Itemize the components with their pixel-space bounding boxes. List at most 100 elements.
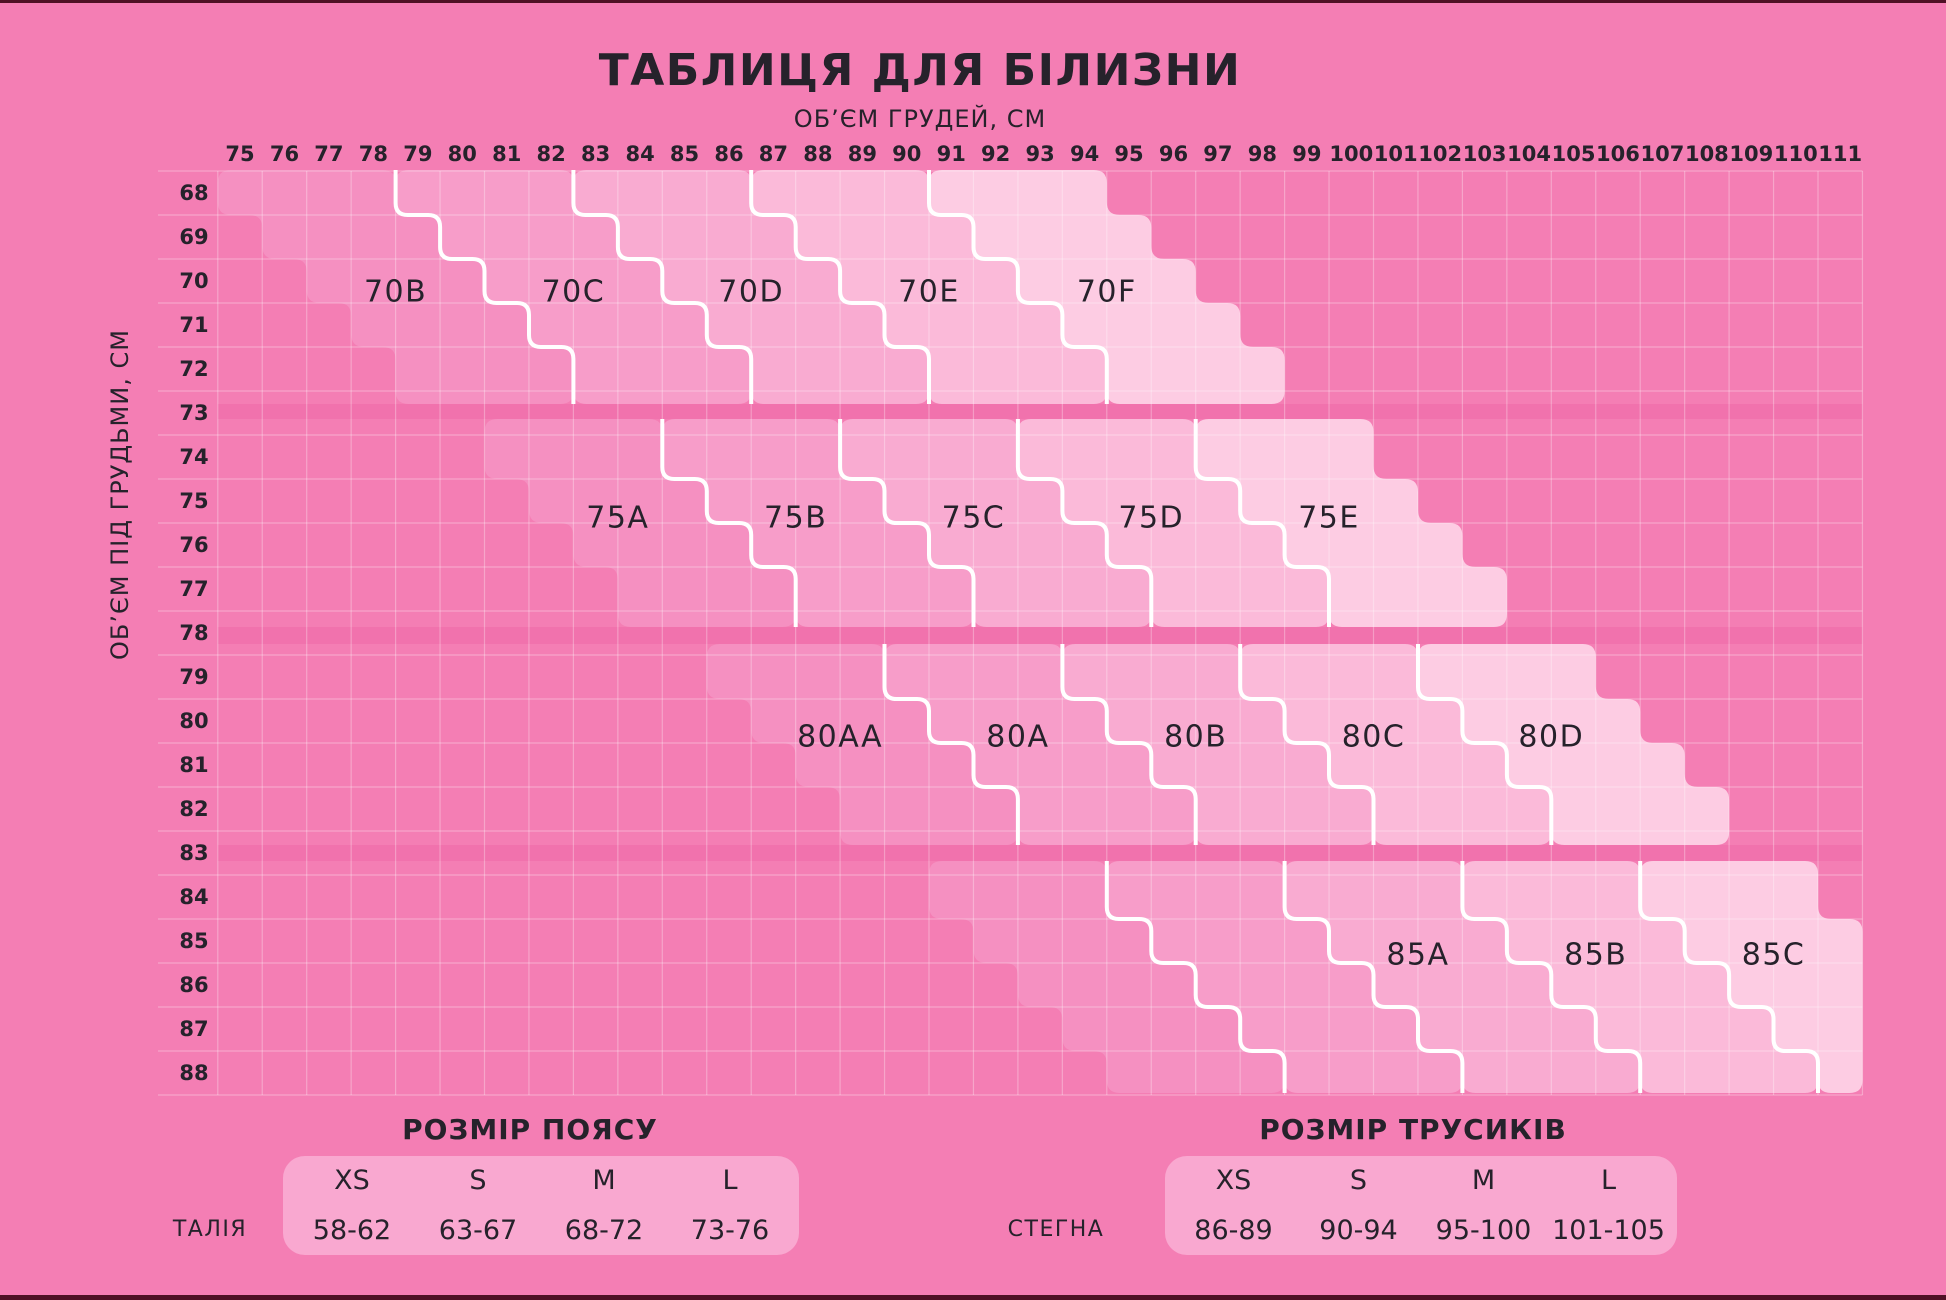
size-region-80D (1418, 644, 1730, 845)
panties-table-title: РОЗМІР ТРУСИКІВ (1259, 1113, 1567, 1146)
size-region-85C (1640, 861, 1863, 1093)
size-region-75E (1195, 419, 1507, 627)
x-tick-labels: 75 76 77 78 79 80 81 82 83 84 85 86 87 88 89 90 91 92 93 94… (225, 142, 1862, 166)
boundary-75B-75C (838, 419, 976, 627)
boundary-70D-70E (749, 170, 931, 404)
x-tick-101: 101 (1374, 142, 1418, 166)
panties-size-l: L (1600, 1165, 1617, 1197)
region-label-80B: 80B (1164, 720, 1227, 755)
panties-value-m: 95-100 (1435, 1214, 1532, 1246)
x-tick-81: 81 (492, 142, 521, 166)
region-label-80C: 80C (1342, 720, 1406, 755)
size-region-75B (662, 419, 974, 627)
region-label-85B: 85B (1564, 938, 1627, 973)
boundary-80AA-80A (882, 644, 1020, 845)
region-label-70C: 70C (542, 275, 606, 310)
size-region-80AA (706, 644, 1018, 845)
belt-table-card: XS S M L 58-62 63-67 68-72 73-76 (283, 1156, 799, 1255)
boundary-80B-80C (1238, 644, 1376, 845)
x-tick-107: 107 (1641, 142, 1685, 166)
size-region-80A (884, 644, 1196, 845)
belt-value-m: 68-72 (564, 1214, 644, 1246)
page-title: ТАБЛИЦЯ ДЛЯ БІЛИЗНИ (598, 45, 1242, 96)
x-tick-99: 99 (1292, 142, 1321, 166)
panties-size-s: S (1349, 1165, 1368, 1197)
region-label-80A: 80A (986, 720, 1049, 755)
x-tick-77: 77 (314, 142, 343, 166)
y-tick-81: 81 (179, 753, 208, 777)
band-gap-strip-0 (217, 404, 1863, 419)
top-edge-bar (0, 0, 1946, 3)
y-tick-73: 73 (179, 401, 208, 425)
region-label-75E: 75E (1298, 501, 1360, 536)
x-tick-89: 89 (848, 142, 877, 166)
size-region-70E (751, 170, 1107, 404)
x-tick-82: 82 (537, 142, 566, 166)
x-tick-80: 80 (448, 142, 477, 166)
x-tick-103: 103 (1463, 142, 1507, 166)
belt-row-label: ТАЛІЯ (172, 1217, 248, 1242)
x-tick-85: 85 (670, 142, 699, 166)
y-tick-labels: 68 69 70 71 72 73 74 75 76 77 78 79 80 81 82 83 84 85 86 87… (179, 181, 208, 1085)
y-tick-71: 71 (179, 313, 208, 337)
region-label-75A: 75A (586, 501, 649, 536)
region-label-80AA: 80AA (797, 720, 883, 755)
size-region-70D (573, 170, 929, 404)
region-label-70F: 70F (1077, 275, 1137, 310)
y-tick-70: 70 (179, 269, 208, 293)
x-tick-92: 92 (981, 142, 1010, 166)
x-tick-84: 84 (625, 142, 654, 166)
region-label-85A: 85A (1386, 938, 1449, 973)
boundary-70C-70D (571, 170, 754, 404)
x-tick-104: 104 (1507, 142, 1551, 166)
y-tick-78: 78 (179, 621, 208, 645)
y-tick-88: 88 (179, 1061, 208, 1085)
y-tick-87: 87 (179, 1017, 208, 1041)
boundary-75C-75D (1015, 419, 1154, 627)
region-boundaries (393, 170, 1820, 1093)
y-tick-83: 83 (179, 841, 208, 865)
size-region-70B (217, 170, 574, 404)
size-region-70C (395, 170, 752, 404)
panties-value-xs: 86-89 (1194, 1214, 1273, 1246)
y-tick-79: 79 (179, 665, 208, 689)
x-tick-79: 79 (403, 142, 432, 166)
y-tick-75: 75 (179, 489, 208, 513)
y-tick-72: 72 (179, 357, 208, 381)
y-tick-76: 76 (179, 533, 208, 557)
x-tick-97: 97 (1203, 142, 1232, 166)
x-tick-78: 78 (359, 142, 388, 166)
boundary-75A-75B (660, 419, 798, 627)
region-label-75C: 75C (942, 501, 1006, 536)
x-tick-111: 111 (1818, 142, 1862, 166)
belt-size-m: M (592, 1165, 616, 1197)
belt-value-s: 63-67 (438, 1214, 518, 1246)
boundary-75D-75E (1193, 419, 1331, 627)
x-tick-87: 87 (759, 142, 788, 166)
size-region-80B (1062, 644, 1374, 845)
belt-value-l: 73-76 (690, 1214, 770, 1246)
region-label-80D: 80D (1518, 720, 1584, 755)
x-tick-100: 100 (1329, 142, 1373, 166)
boundary-80A-80B (1060, 644, 1198, 845)
x-tick-98: 98 (1248, 142, 1277, 166)
boundary-85B-85C (1638, 861, 1820, 1093)
y-tick-68: 68 (179, 181, 208, 205)
size-region-75A (484, 419, 796, 627)
x-tick-105: 105 (1552, 142, 1596, 166)
boundary-70E-70F (927, 170, 1109, 404)
size-region-85B (1462, 861, 1818, 1093)
region-label-70D: 70D (718, 275, 784, 310)
size-region-85-1 (1106, 861, 1463, 1093)
x-tick-88: 88 (803, 142, 832, 166)
x-tick-76: 76 (270, 142, 299, 166)
region-label-70E: 70E (898, 275, 960, 310)
x-tick-102: 102 (1418, 142, 1462, 166)
belt-table-title: РОЗМІР ПОЯСУ (402, 1113, 658, 1146)
x-axis-title: ОБ’ЄМ ГРУДЕЙ, СМ (793, 105, 1047, 133)
region-label-85C: 85C (1742, 938, 1806, 973)
panties-row-label: СТЕГНА (1007, 1217, 1105, 1242)
belt-size-xs: XS (334, 1165, 370, 1197)
size-regions (217, 170, 1863, 1093)
